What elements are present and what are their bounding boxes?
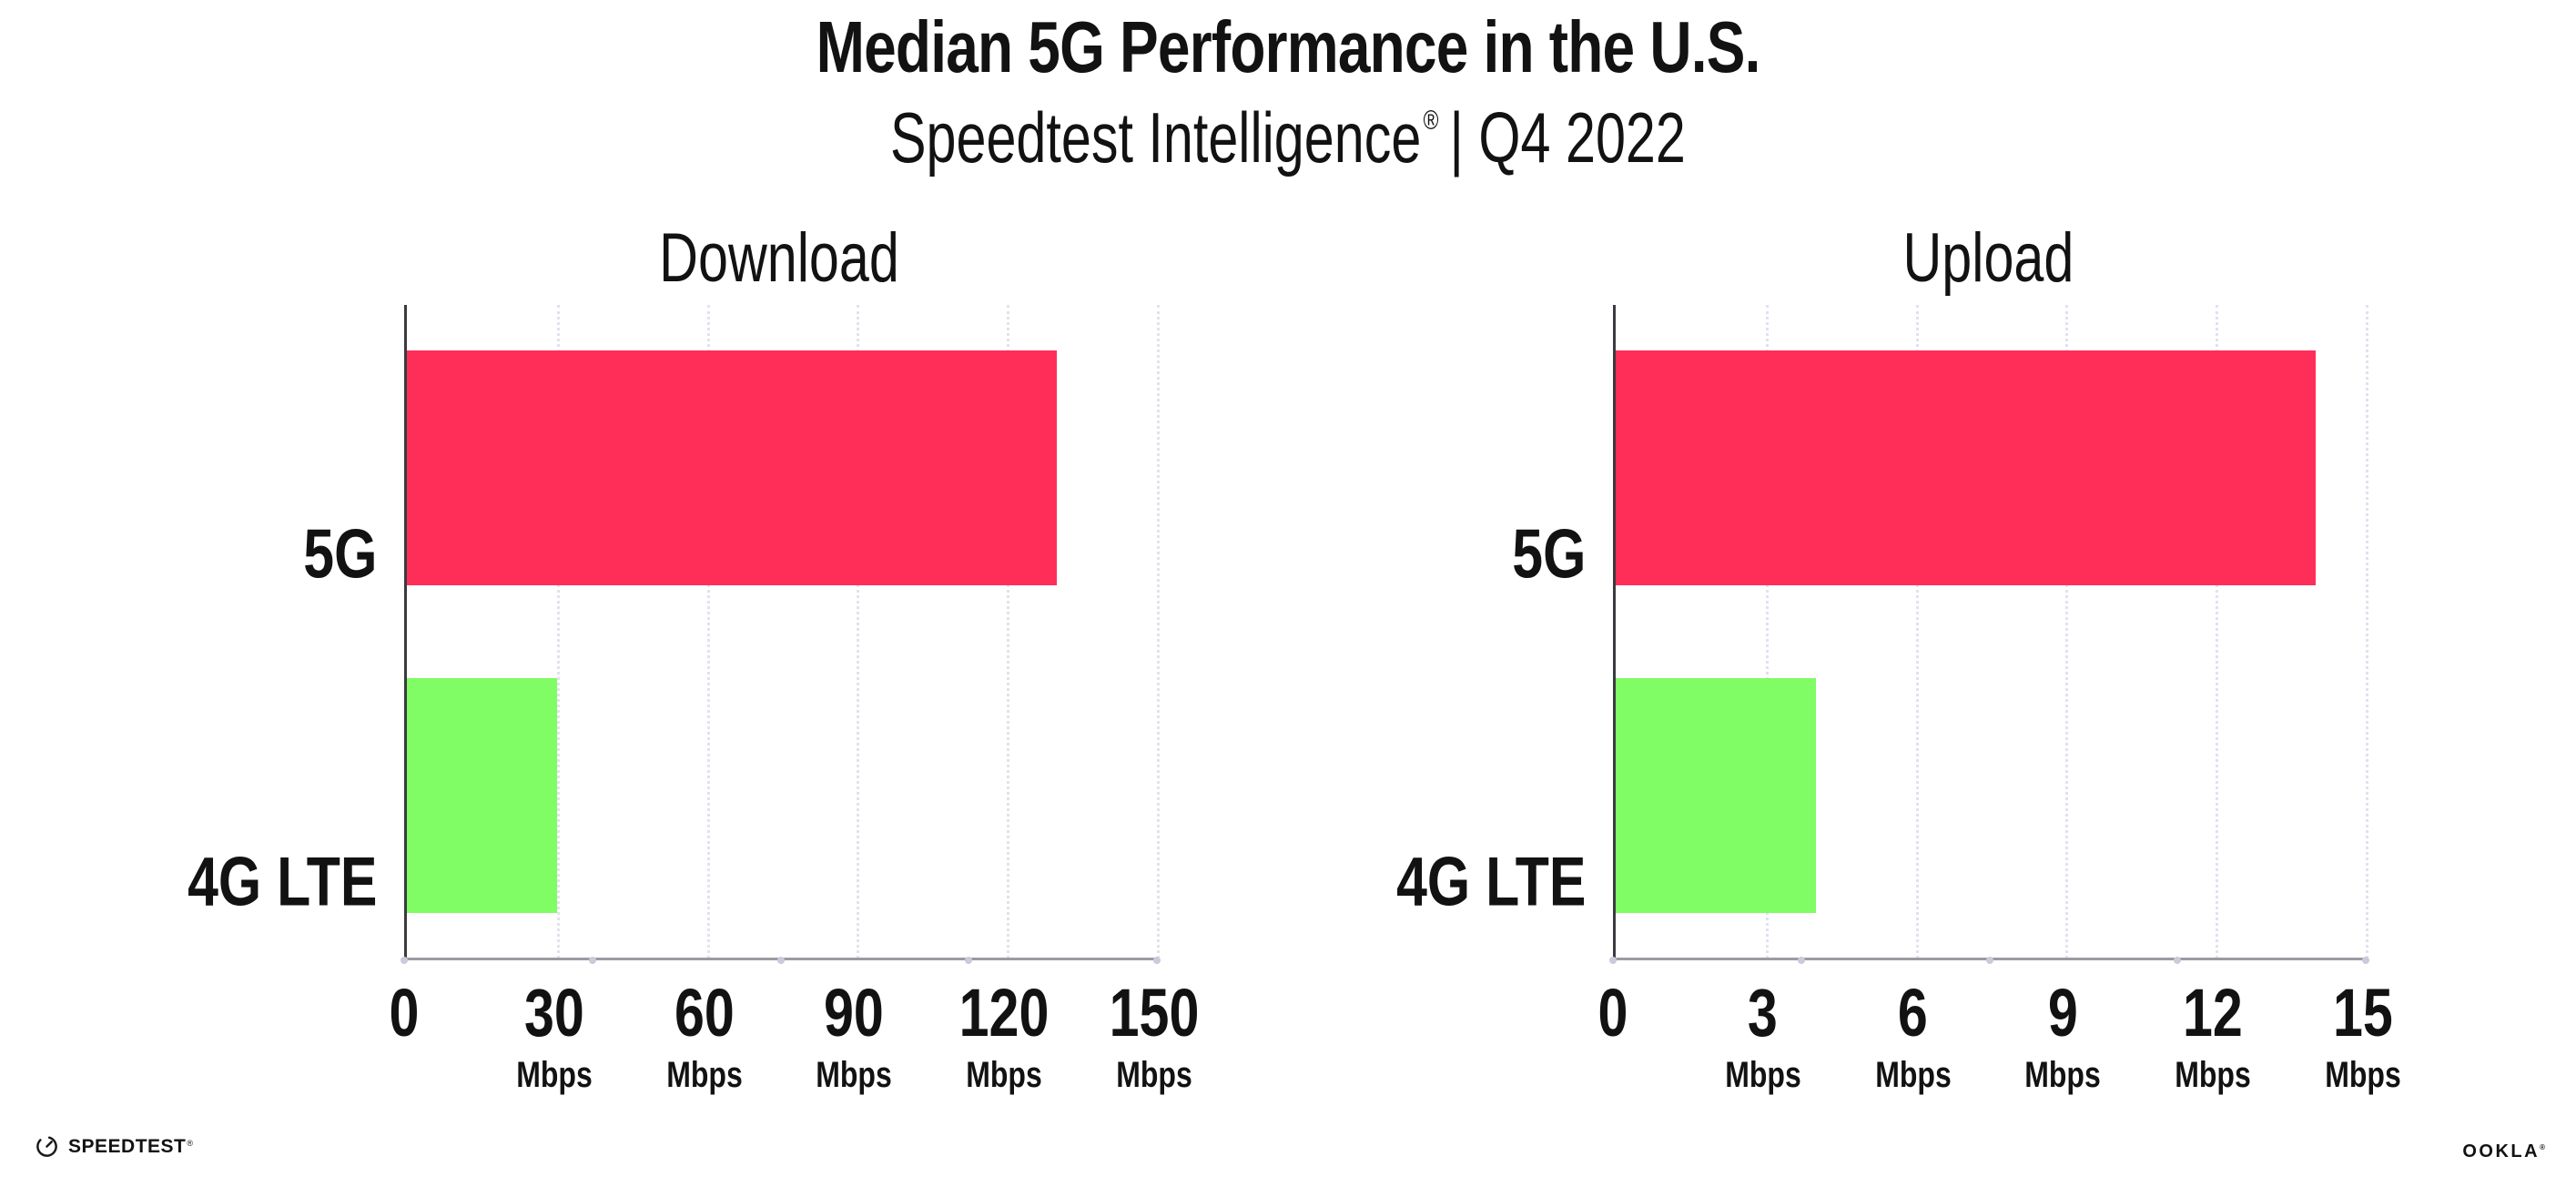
download-category-label-5g: 5G: [302, 515, 377, 593]
download-5g-bar: [407, 350, 1058, 585]
x-tick-value: 0: [1597, 975, 1628, 1050]
x-tick-15: 15 Mbps: [2316, 974, 2410, 1096]
x-tick-90: 90 Mbps: [806, 974, 901, 1096]
gridline-120-mbps: [1007, 305, 1010, 959]
x-tick-value: 6: [1898, 975, 1929, 1050]
ookla-logo: OOKLA®: [2462, 1141, 2545, 1162]
upload-x-axis: [1609, 957, 2369, 964]
axis-minor-dot: [588, 957, 596, 964]
upload-category-label-4g-lte: 4G LTE: [1395, 843, 1586, 921]
x-tick-150: 150 Mbps: [1098, 974, 1210, 1096]
x-tick-unit: Mbps: [2325, 1055, 2401, 1095]
download-x-tick-labels: 0 30 Mbps 60 Mbps 90 Mbps 120 Mbps 150 Mbps: [390, 974, 1200, 1129]
x-tick-unit: Mbps: [1874, 1055, 1952, 1095]
x-tick-30: 30 Mbps: [507, 974, 602, 1096]
speedtest-gauge-icon: [36, 1136, 57, 1157]
x-tick-6: 6 Mbps: [1865, 974, 1960, 1096]
gridline-12-mbps: [2216, 305, 2219, 959]
x-tick-value: 12: [2183, 975, 2244, 1050]
gridline-3-mbps: [1765, 305, 1769, 959]
upload-5g-bar: [1616, 350, 2317, 585]
x-tick-unit: Mbps: [2175, 1055, 2251, 1095]
download-x-axis: [401, 957, 1161, 964]
gridline-150-mbps: [1157, 305, 1160, 959]
x-tick-value: 30: [523, 975, 584, 1050]
axis-minor-dot: [1153, 957, 1161, 964]
axis-minor-dot: [1797, 957, 1805, 964]
ookla-wordmark: OOKLA: [2462, 1141, 2541, 1161]
axis-minor-dot: [1985, 957, 1993, 964]
upload-chart-title: Upload: [1902, 219, 2074, 297]
axis-minor-dot: [401, 957, 408, 964]
speedtest-wordmark: SPEEDTEST: [68, 1135, 187, 1157]
x-tick-value: 0: [389, 975, 420, 1050]
upload-plot-area: [1609, 305, 2369, 964]
axis-minor-dot: [965, 957, 973, 964]
x-tick-value: 15: [2333, 975, 2393, 1050]
download-category-label-4g-lte: 4G LTE: [187, 843, 377, 921]
page-title: Median 5G Performance in the U.S.: [0, 5, 2576, 89]
gridline-90-mbps: [857, 305, 860, 959]
gridline-9-mbps: [2065, 305, 2069, 959]
x-tick-value: 150: [1109, 975, 1200, 1050]
gridline-15-mbps: [2366, 305, 2368, 959]
x-tick-value: 60: [674, 975, 735, 1050]
x-tick-0: 0: [385, 974, 422, 1051]
upload-chart: Upload 5G 4G LTE 0 3 Mbps 6 Mbps 9 Mbps 12 Mbps 1…: [1227, 218, 2483, 1138]
axis-minor-dot: [776, 957, 785, 964]
x-tick-unit: Mbps: [816, 1055, 893, 1095]
x-tick-value: 90: [824, 975, 885, 1050]
subtitle-brand: Speedtest Intelligence: [890, 97, 1422, 178]
x-tick-3: 3 Mbps: [1716, 974, 1810, 1096]
x-tick-unit: Mbps: [516, 1055, 593, 1095]
upload-category-label-5g: 5G: [1511, 515, 1586, 593]
x-tick-120: 120 Mbps: [948, 974, 1060, 1096]
ookla-registered-mark: ®: [2540, 1143, 2545, 1151]
axis-minor-dot: [2174, 957, 2182, 964]
subtitle-period: | Q4 2022: [1449, 97, 1686, 178]
axis-minor-dot: [2362, 957, 2369, 964]
registered-mark: ®: [1423, 106, 1439, 136]
download-plot-area: [401, 305, 1161, 964]
page-title-text: Median 5G Performance in the U.S.: [816, 6, 1761, 87]
speedtest-registered-mark: ®: [187, 1138, 194, 1148]
upload-4g-lte-bar: [1616, 678, 1816, 913]
x-tick-unit: Mbps: [1725, 1055, 1801, 1095]
download-chart-title: Download: [659, 219, 899, 297]
x-tick-unit: Mbps: [665, 1055, 743, 1095]
axis-minor-dot: [1609, 957, 1617, 964]
x-tick-unit: Mbps: [966, 1055, 1042, 1095]
x-tick-9: 9 Mbps: [2015, 974, 2110, 1096]
x-tick-value: 120: [958, 975, 1050, 1050]
x-tick-value: 3: [1748, 975, 1779, 1050]
gridline-30-mbps: [556, 305, 560, 959]
speedtest-logo: SPEEDTEST®: [35, 1134, 193, 1159]
gridline-6-mbps: [1915, 305, 1919, 959]
upload-x-tick-labels: 0 3 Mbps 6 Mbps 9 Mbps 12 Mbps 15 Mbps: [1598, 974, 2401, 1129]
download-4g-lte-bar: [407, 678, 557, 913]
x-tick-12: 12 Mbps: [2165, 974, 2260, 1096]
page-subtitle: Speedtest Intelligence® | Q4 2022: [0, 96, 2576, 179]
x-tick-value: 9: [2047, 975, 2078, 1050]
x-tick-0: 0: [1594, 974, 1631, 1051]
x-tick-unit: Mbps: [1116, 1055, 1192, 1095]
gridline-60-mbps: [706, 305, 710, 959]
download-chart: Download 5G 4G LTE 0 30 Mbps 60 Mbps 90 Mbps 12…: [18, 218, 1274, 1138]
x-tick-unit: Mbps: [2024, 1055, 2102, 1095]
x-tick-60: 60 Mbps: [656, 974, 751, 1096]
